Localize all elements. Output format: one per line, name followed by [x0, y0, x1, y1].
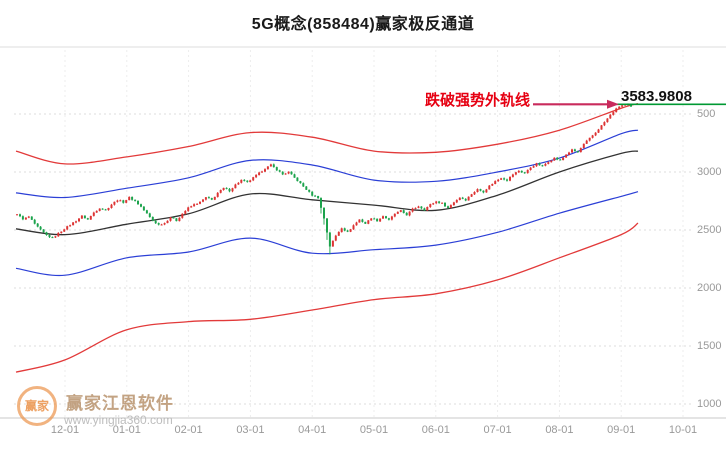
- watermark-url: www.yingjia360.com: [64, 413, 173, 427]
- y-axis-label: 500: [697, 108, 716, 120]
- y-axis-label: 3000: [697, 166, 722, 178]
- x-axis-label: 01-01: [112, 424, 141, 436]
- x-axis-label: 08-01: [545, 424, 574, 436]
- page-title: 5G概念(858484)赢家极反通道: [251, 16, 475, 33]
- brand-logo-icon: 赢家: [17, 386, 57, 426]
- x-axis-label: 05-01: [359, 424, 389, 436]
- x-axis-label: 10-01: [668, 424, 698, 436]
- y-axis-label: 1500: [697, 340, 722, 352]
- watermark-brand: 赢家江恩软件: [66, 394, 174, 413]
- x-axis-label: 04-01: [298, 424, 327, 436]
- y-axis-label: 1000: [697, 398, 722, 410]
- x-axis-label: 12-01: [50, 424, 80, 436]
- brand-logo-text: 赢家: [24, 399, 49, 413]
- x-axis-label: 06-01: [421, 424, 450, 436]
- breakdown-annotation: 跌破强势外轨线: [424, 92, 530, 109]
- y-axis-label: 2000: [697, 282, 722, 294]
- x-axis-label: 09-01: [607, 424, 636, 436]
- price-value-label: 3583.9808: [621, 88, 692, 105]
- x-axis-label: 02-01: [174, 424, 203, 436]
- x-axis-label: 03-01: [236, 424, 265, 436]
- x-axis-label: 07-01: [483, 424, 512, 436]
- y-axis-label: 2500: [697, 224, 722, 236]
